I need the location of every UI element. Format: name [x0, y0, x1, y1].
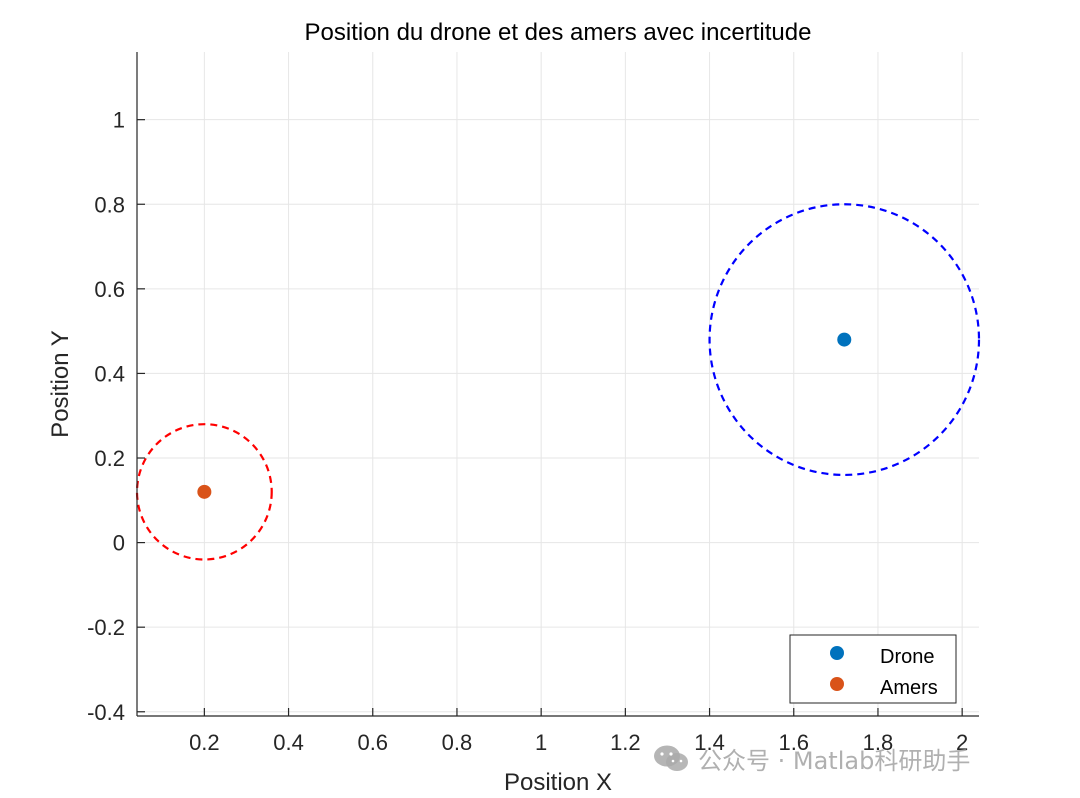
y-tick-labels: -0.4 -0.2 0 0.2 0.4 0.6 0.8 1: [87, 108, 125, 725]
x-tick-label: 1.2: [610, 730, 641, 755]
x-tick-label: 0.6: [357, 730, 388, 755]
x-tick-label: 1: [535, 730, 547, 755]
y-tick-label: -0.4: [87, 700, 125, 725]
wechat-icon: [654, 745, 688, 771]
legend-marker-drone: [830, 646, 844, 660]
y-axis-label: Position Y: [47, 330, 74, 438]
y-tick-label: 0.2: [94, 446, 125, 471]
grid: [137, 52, 979, 716]
y-tick-label: 0.8: [94, 192, 125, 217]
legend: Drone Amers: [789, 634, 957, 704]
y-tick-label: 0: [113, 531, 125, 556]
legend-label-drone: Drone: [880, 646, 934, 668]
legend-label-amers: Amers: [880, 677, 938, 699]
x-tick-labels: 0.2 0.4 0.6 0.8 1 1.2 1.4 1.6 1.8 2: [189, 730, 968, 755]
watermark-text: 公众号 · Matlab科研助手: [698, 746, 971, 775]
axes: [136, 52, 979, 717]
legend-box: [789, 634, 957, 704]
uncertainty-circle-drone: [708, 203, 981, 477]
x-tick-label: 2: [956, 730, 968, 755]
y-tick-label: 0.4: [94, 361, 125, 386]
legend-marker-amers: [830, 677, 844, 691]
x-tick-label: 0.8: [442, 730, 473, 755]
x-tick-label: 1.8: [863, 730, 894, 755]
x-axis-label: Position X: [504, 769, 612, 796]
uncertainty-circle-amers: [135, 423, 273, 561]
point-amers: [197, 484, 212, 499]
uncertainty-circles: [135, 203, 981, 561]
data-points: [197, 332, 852, 499]
x-tick-label: 0.4: [273, 730, 304, 755]
y-tick-label: 0.6: [94, 277, 125, 302]
y-tick-label: 1: [113, 108, 125, 133]
point-drone: [837, 332, 852, 347]
x-tick-label: 0.2: [189, 730, 220, 755]
x-tick-label: 1.4: [694, 730, 725, 755]
x-tick-label: 1.6: [778, 730, 809, 755]
chart-title: Position du drone et des amers avec ince…: [305, 19, 812, 46]
watermark: 公众号 · Matlab科研助手: [652, 738, 970, 778]
y-tick-label: -0.2: [87, 615, 125, 640]
